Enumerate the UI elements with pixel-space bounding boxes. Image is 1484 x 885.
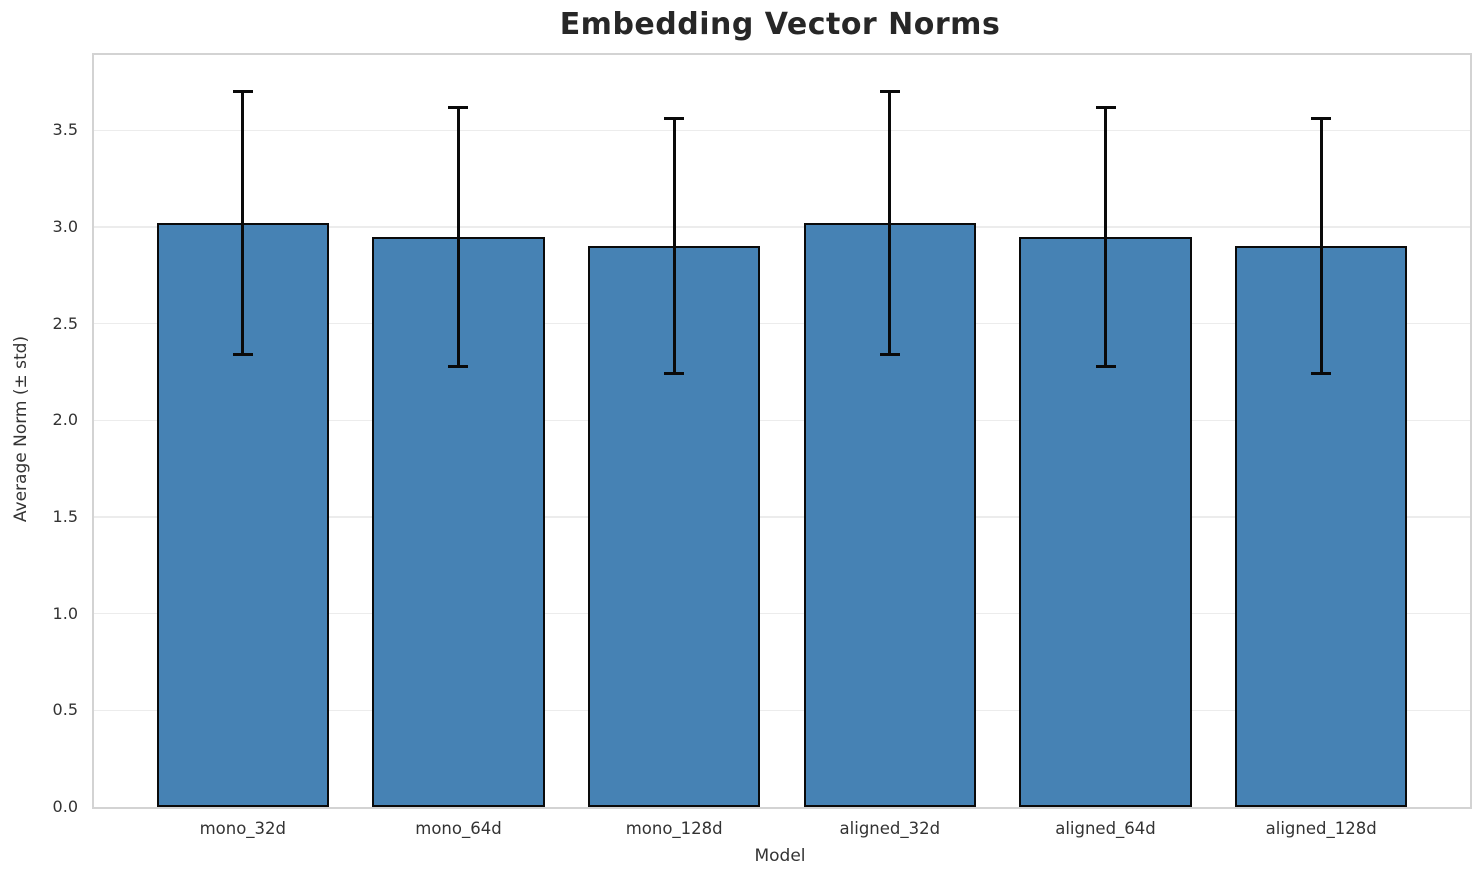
- error-bar-aligned_32d: [888, 91, 892, 355]
- gridline: [94, 322, 1470, 325]
- plot-area: 0.0 0.5 1.0 1.5 2.0 2.5 3.0 3.5 mono_32d mono_64d…: [53, 53, 1472, 838]
- gridline: [94, 129, 1470, 132]
- error-bar-cap: [1095, 105, 1116, 109]
- error-bar-cap: [1095, 364, 1116, 368]
- y-tick-label: 3.5: [52, 120, 78, 140]
- x-tick-label-aligned_32d: aligned_32d: [839, 819, 941, 838]
- gridline: [94, 419, 1470, 422]
- x-tick-label-mono_32d: mono_32d: [199, 819, 287, 838]
- x-axis-label: Model: [754, 846, 806, 866]
- y-tick-label: 3.0: [52, 217, 78, 237]
- error-bar-mono_64d: [456, 107, 460, 367]
- y-tick-label: 2.5: [52, 313, 78, 333]
- y-tick-label: 2.0: [52, 410, 78, 430]
- error-bar-aligned_64d: [1104, 107, 1107, 367]
- error-bar-mono_128d: [672, 118, 676, 374]
- error-bar-cap: [664, 117, 685, 121]
- error-bar-cap: [1311, 117, 1332, 121]
- error-bar-cap: [879, 90, 900, 94]
- error-bar-mono_32d: [241, 91, 245, 355]
- y-tick-label: 1.0: [52, 603, 78, 623]
- y-tick-label: 1.5: [52, 507, 78, 527]
- error-bar-aligned_128d: [1319, 118, 1323, 374]
- error-bar-cap: [448, 105, 469, 109]
- bar-mono_64d: [372, 236, 545, 807]
- x-tick-label-mono_64d: mono_64d: [415, 819, 502, 838]
- x-tick-label-aligned_128d: aligned_128d: [1265, 819, 1377, 838]
- x-tick-label-mono_128d: mono_128d: [625, 819, 723, 838]
- error-bar-cap: [232, 353, 253, 357]
- error-bar-cap: [879, 353, 900, 357]
- y-tick-label: 0.0: [52, 797, 78, 816]
- x-tick-label-aligned_64d: aligned_64d: [1055, 819, 1156, 838]
- error-bar-cap: [664, 372, 685, 376]
- error-bar-cap: [1311, 372, 1332, 376]
- gridline: [94, 612, 1470, 615]
- gridline: [94, 226, 1470, 228]
- gridline: [94, 709, 1470, 712]
- error-bar-cap: [232, 90, 253, 94]
- error-bar-cap: [448, 364, 469, 368]
- y-tick-label: 0.5: [52, 700, 78, 720]
- gridline: [94, 516, 1470, 518]
- chart-title: Embedding Vector Norms: [559, 7, 1001, 42]
